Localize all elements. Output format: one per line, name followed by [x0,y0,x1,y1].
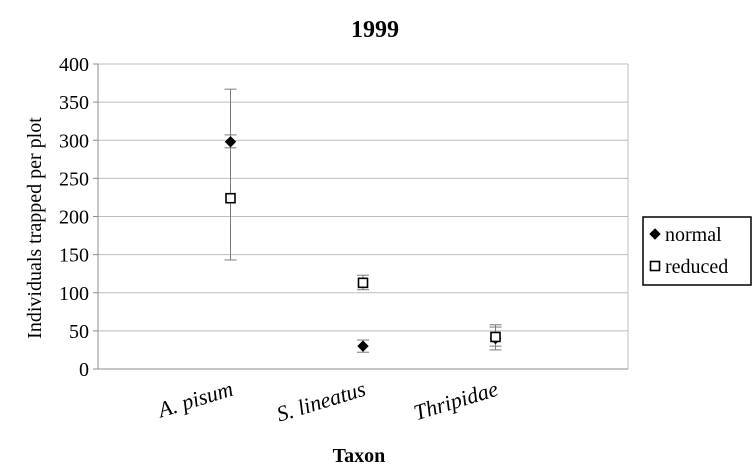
point-reduced [357,277,369,289]
point-normal [357,340,369,352]
y-tick-label: 150 [59,245,89,267]
point-normal [224,136,237,148]
gridlines [98,63,629,369]
y-tick-label: 400 [59,54,89,76]
error-bars [224,88,502,353]
x-tick-label: A. pisum [153,376,236,423]
y-tick-label: 300 [59,130,89,152]
legend-marker-reduced [649,260,661,272]
x-tick-label: S. lineatus [273,376,368,427]
legend-box [642,216,752,286]
legend-label-reduced: reduced [665,256,728,278]
y-tick-label: 250 [59,168,89,190]
legend-marker-normal [649,228,661,240]
legend-label-normal: normal [665,224,722,246]
axes [93,63,628,370]
data-points [224,136,502,352]
y-tick-label: 200 [59,207,89,229]
y-tick-label: 100 [59,283,89,305]
x-tick-label: Thripidae [411,376,502,425]
point-reduced [490,331,501,343]
x-axis-label: Taxon [333,445,386,466]
legend: normal reduced [642,216,752,286]
y-tick-label: 0 [79,359,89,381]
y-tick-label: 350 [59,92,89,114]
x-tick-labels: A. pisum S. lineatus Thripidae [153,376,501,427]
chart-title: 1999 [351,17,399,43]
y-tick-labels: 0 50 100 150 200 250 300 350 400 [59,54,89,381]
point-reduced [225,192,236,204]
y-axis-label: Individuals trapped per plot [24,117,46,339]
y-tick-label: 50 [69,321,89,343]
